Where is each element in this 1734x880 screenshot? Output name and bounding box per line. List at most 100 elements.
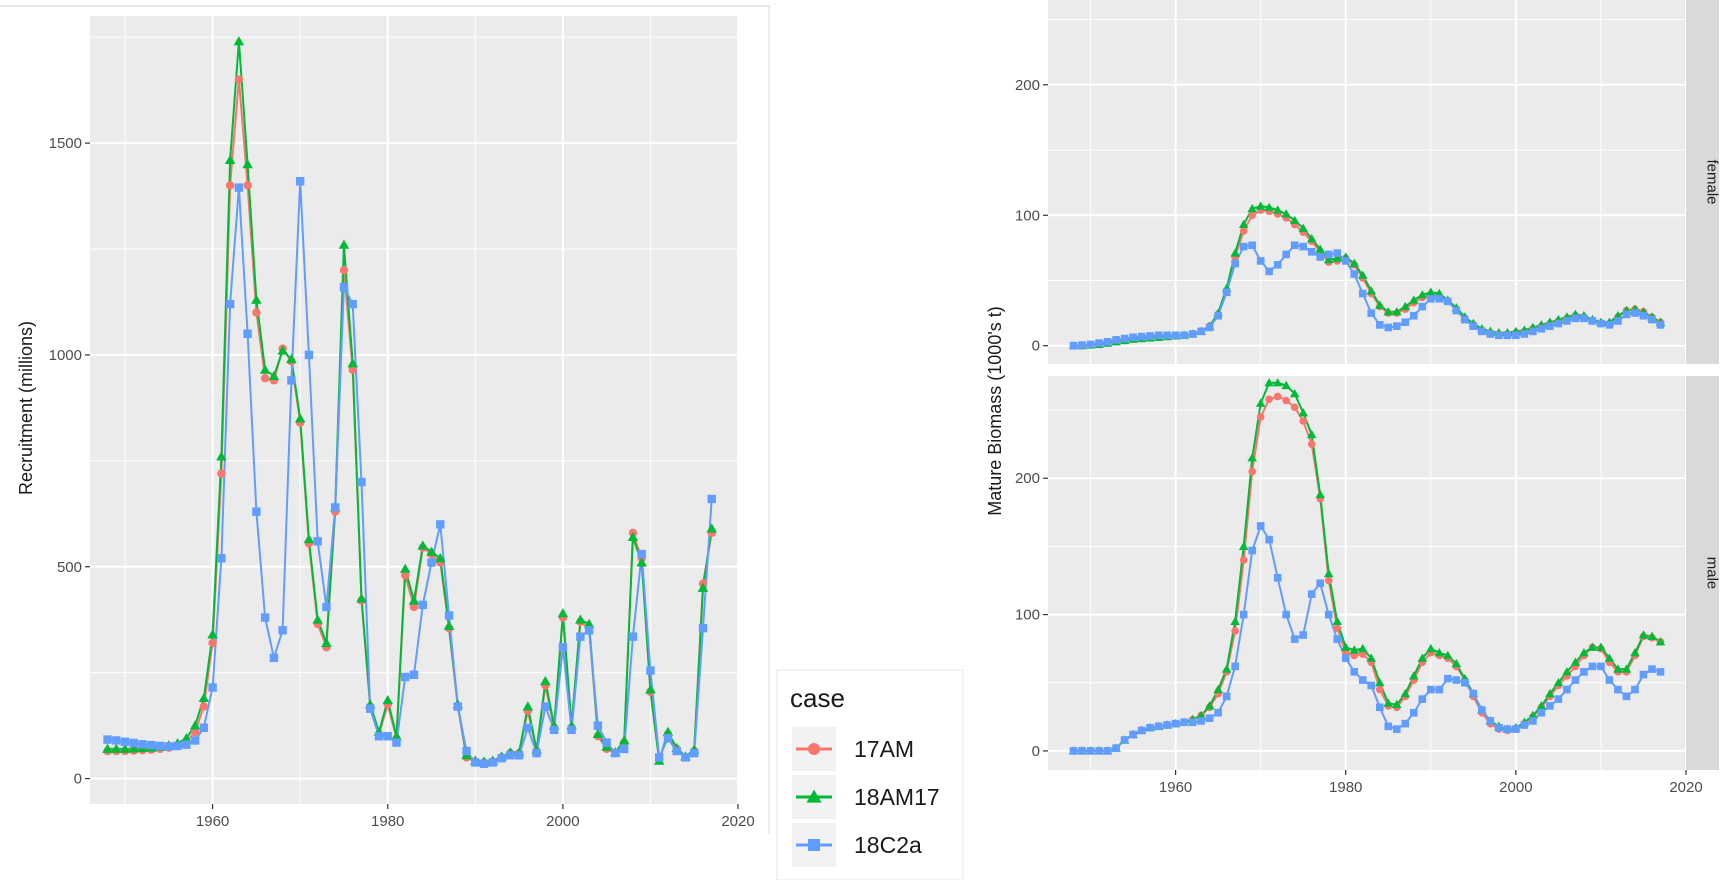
data-point-18AM17 <box>1545 688 1555 698</box>
data-point-18AM17 <box>1272 205 1283 214</box>
data-point-18AM17 <box>1315 489 1325 499</box>
data-point-18C2a <box>558 643 568 652</box>
data-point-18C2a <box>1375 703 1384 712</box>
data-point-18AM17 <box>1238 541 1249 550</box>
data-point-18AM17 <box>1281 209 1291 218</box>
data-point-18C2a <box>366 704 375 713</box>
data-point-18AM17 <box>1306 429 1317 439</box>
data-point-18AM17 <box>1400 688 1411 698</box>
data-point-18C2a <box>1478 327 1486 336</box>
legend-items: 17AM 18AM17 18C2a <box>792 727 940 867</box>
data-point-18C2a <box>112 736 121 745</box>
data-point-18C2a <box>523 723 533 732</box>
data-point-18C2a <box>453 702 462 711</box>
data-point-18AM17 <box>356 593 367 603</box>
data-point-17AM <box>199 702 209 711</box>
x-tick-label: 1960 <box>196 813 229 830</box>
y-tick-label: 0 <box>1032 338 1040 355</box>
female-strip <box>1686 0 1719 364</box>
data-point-17AM <box>339 265 349 275</box>
data-point-18C2a <box>1180 718 1188 727</box>
data-point-18C2a <box>1265 535 1273 544</box>
data-point-18C2a <box>1495 331 1503 340</box>
data-point-18C2a <box>541 702 550 711</box>
data-point-18AM17 <box>706 523 717 533</box>
data-point-18C2a <box>1307 247 1316 256</box>
data-point-18AM17 <box>1255 201 1266 210</box>
data-point-18C2a <box>1529 717 1537 725</box>
data-point-18AM17 <box>1289 215 1300 225</box>
data-point-18C2a <box>252 507 261 516</box>
legend: case 17AM 18AM17 18C2a <box>776 669 964 880</box>
data-point-18C2a <box>1597 662 1605 671</box>
data-point-18C2a <box>1137 332 1146 341</box>
data-point-18AM17 <box>1272 378 1283 387</box>
data-point-18C2a <box>1214 708 1222 717</box>
data-point-18AM17 <box>522 701 534 711</box>
data-point-18C2a <box>374 732 384 741</box>
data-point-18AM17 <box>268 370 280 381</box>
data-point-18AM17 <box>303 533 315 544</box>
x-tick-label: 2000 <box>546 813 579 830</box>
data-point-18C2a <box>1188 330 1197 338</box>
data-point-18C2a <box>584 626 594 635</box>
data-point-18AM17 <box>1238 219 1249 228</box>
data-point-18C2a <box>1648 315 1656 324</box>
data-point-17AM <box>1324 576 1333 585</box>
data-point-18C2a <box>409 670 419 679</box>
data-point-18C2a <box>1205 323 1214 332</box>
data-point-18C2a <box>295 177 305 186</box>
data-point-18AM17 <box>1289 388 1300 398</box>
data-point-18C2a <box>138 740 147 749</box>
data-point-17AM <box>252 308 261 317</box>
data-point-18AM17 <box>645 684 656 694</box>
x-tick-label: 1960 <box>1159 779 1192 796</box>
data-point-17AM <box>1239 227 1248 235</box>
x-tick-label: 2020 <box>721 813 754 830</box>
data-point-18C2a <box>1427 294 1435 303</box>
data-point-18C2a <box>1392 725 1401 733</box>
data-point-18AM17 <box>408 595 420 605</box>
data-point-18C2a <box>1333 249 1342 257</box>
data-point-18C2a <box>1580 668 1588 676</box>
data-point-18AM17 <box>618 735 630 745</box>
data-point-18C2a <box>1248 546 1256 555</box>
data-point-18AM17 <box>198 692 210 703</box>
data-point-18C2a <box>278 626 287 635</box>
data-point-18C2a <box>1239 610 1248 619</box>
data-point-18AM17 <box>1204 701 1215 710</box>
data-point-18C2a <box>1299 631 1307 639</box>
data-point-18C2a <box>199 723 209 732</box>
data-point-18AM17 <box>1613 664 1623 673</box>
data-point-17AM <box>225 181 235 190</box>
data-point-18C2a <box>1180 331 1188 340</box>
data-point-18C2a <box>1120 736 1129 744</box>
biomass-y-axis-label: Mature Biomass (1000's t) <box>985 306 1005 516</box>
y-tick-label: 1500 <box>49 135 82 152</box>
data-point-18C2a <box>339 282 349 292</box>
data-point-18AM17 <box>417 540 429 550</box>
data-point-18C2a <box>663 734 673 743</box>
data-point-18AM17 <box>1579 648 1589 657</box>
data-point-18C2a <box>1614 317 1622 325</box>
data-point-18AM17 <box>1264 378 1274 387</box>
data-point-17AM <box>1299 417 1307 425</box>
data-point-18AM17 <box>1221 664 1232 673</box>
data-point-18C2a <box>1205 714 1214 722</box>
data-point-18AM17 <box>102 743 113 753</box>
data-point-18AM17 <box>1366 653 1377 662</box>
data-point-18AM17 <box>1298 223 1308 232</box>
data-point-18AM17 <box>1630 648 1640 657</box>
data-point-18C2a <box>1554 695 1563 703</box>
data-point-18C2a <box>1478 706 1486 714</box>
data-point-18C2a <box>1588 317 1597 325</box>
data-point-18C2a <box>576 632 585 641</box>
data-point-18C2a <box>1656 321 1665 329</box>
data-point-18C2a <box>602 738 611 747</box>
data-point-18AM17 <box>277 345 288 355</box>
data-point-18C2a <box>1435 294 1444 303</box>
data-point-18C2a <box>1384 323 1393 332</box>
data-point-18C2a <box>1078 341 1086 349</box>
data-point-18C2a <box>225 299 235 309</box>
data-point-18C2a <box>120 737 130 746</box>
